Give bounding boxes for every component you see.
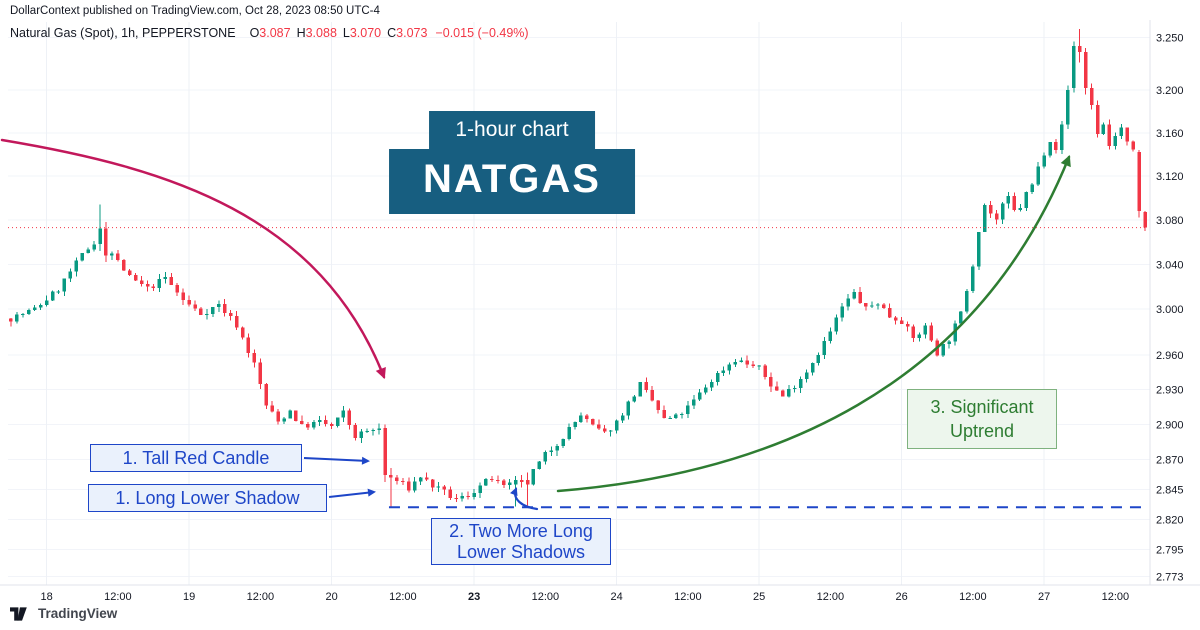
svg-text:3.160: 3.160: [1156, 128, 1184, 140]
tradingview-brand[interactable]: TradingView: [38, 606, 118, 621]
annotation-line: 2. Two More Long: [449, 520, 593, 541]
annotation-line: Lower Shadows: [456, 541, 586, 562]
svg-text:19: 19: [183, 591, 195, 603]
svg-text:18: 18: [40, 591, 52, 603]
chart-badge: 1-hour chart NATGAS: [389, 111, 635, 214]
time-axis: 18 12:00 19 12:00 20 12:00 23 12:00 24 12:00 25 12:…: [40, 591, 1129, 603]
badge-title: NATGAS: [389, 149, 635, 214]
annotation-arrow-tall-red: [303, 456, 370, 465]
svg-text:12:00: 12:00: [532, 591, 560, 603]
svg-text:3.250: 3.250: [1156, 33, 1184, 45]
symbol-title: Natural Gas (Spot), 1h, PEPPERSTONE: [10, 26, 236, 40]
svg-text:27: 27: [1038, 591, 1050, 603]
open-value: 3.087: [259, 26, 291, 40]
svg-text:3.000: 3.000: [1156, 304, 1184, 316]
reference-lines: [8, 227, 1148, 509]
open-label: O: [249, 26, 260, 40]
svg-text:3.080: 3.080: [1156, 215, 1184, 227]
chart-legend: Natural Gas (Spot), 1h, PEPPERSTONE O3.08…: [10, 26, 529, 40]
svg-text:12:00: 12:00: [1102, 591, 1130, 603]
annotation-uptrend: 3. Significant Uptrend: [907, 389, 1057, 449]
svg-text:23: 23: [468, 591, 480, 603]
attribution-text: DollarContext published on TradingView.c…: [10, 5, 380, 17]
svg-text:2.900: 2.900: [1156, 419, 1184, 431]
svg-text:12:00: 12:00: [247, 591, 275, 603]
svg-text:2.870: 2.870: [1156, 455, 1184, 467]
annotation-two-more-shadows: 2. Two More Long Lower Shadows: [431, 518, 611, 565]
svg-text:2.820: 2.820: [1156, 514, 1184, 526]
close-value: 3.073: [396, 26, 428, 40]
uptrend-arrow: [556, 154, 1071, 493]
svg-text:12:00: 12:00: [674, 591, 702, 603]
svg-text:2.930: 2.930: [1156, 384, 1184, 396]
svg-text:24: 24: [610, 591, 622, 603]
svg-text:2.795: 2.795: [1156, 544, 1184, 556]
price-axis: 3.250 3.200 3.160 3.120 3.080 3.040 3.000 2.960…: [1156, 33, 1184, 584]
svg-text:3.200: 3.200: [1156, 85, 1184, 97]
svg-text:12:00: 12:00: [959, 591, 987, 603]
footer: TradingView: [10, 606, 117, 621]
tradingview-logo[interactable]: [10, 606, 31, 621]
annotation-long-lower-shadow: 1. Long Lower Shadow: [88, 484, 327, 512]
svg-text:26: 26: [895, 591, 907, 603]
svg-text:12:00: 12:00: [389, 591, 417, 603]
svg-text:25: 25: [753, 591, 765, 603]
low-value: 3.070: [349, 26, 382, 40]
low-label: L: [342, 26, 350, 40]
svg-text:12:00: 12:00: [104, 591, 132, 603]
badge-subtitle: 1-hour chart: [429, 111, 595, 149]
annotation-arrow-lower-shadow: [328, 488, 376, 498]
svg-text:12:00: 12:00: [817, 591, 845, 603]
candles: [9, 29, 1147, 507]
svg-text:2.773: 2.773: [1156, 571, 1184, 583]
annotation-tall-red-candle: 1. Tall Red Candle: [90, 444, 302, 472]
annotation-line: Uptrend: [949, 421, 1015, 441]
svg-text:3.040: 3.040: [1156, 259, 1184, 271]
shadow-pointer-arrow: [510, 487, 539, 511]
svg-text:3.120: 3.120: [1156, 171, 1184, 183]
high-label: H: [296, 26, 306, 40]
close-label: C: [387, 26, 397, 40]
svg-text:20: 20: [325, 591, 337, 603]
downtrend-arrow: [0, 138, 386, 380]
change-value: −0.015 (−0.49%): [435, 26, 529, 40]
svg-text:2.845: 2.845: [1156, 484, 1184, 496]
high-value: 3.088: [305, 26, 337, 40]
svg-text:2.960: 2.960: [1156, 350, 1184, 362]
annotation-line: 3. Significant: [930, 397, 1034, 417]
